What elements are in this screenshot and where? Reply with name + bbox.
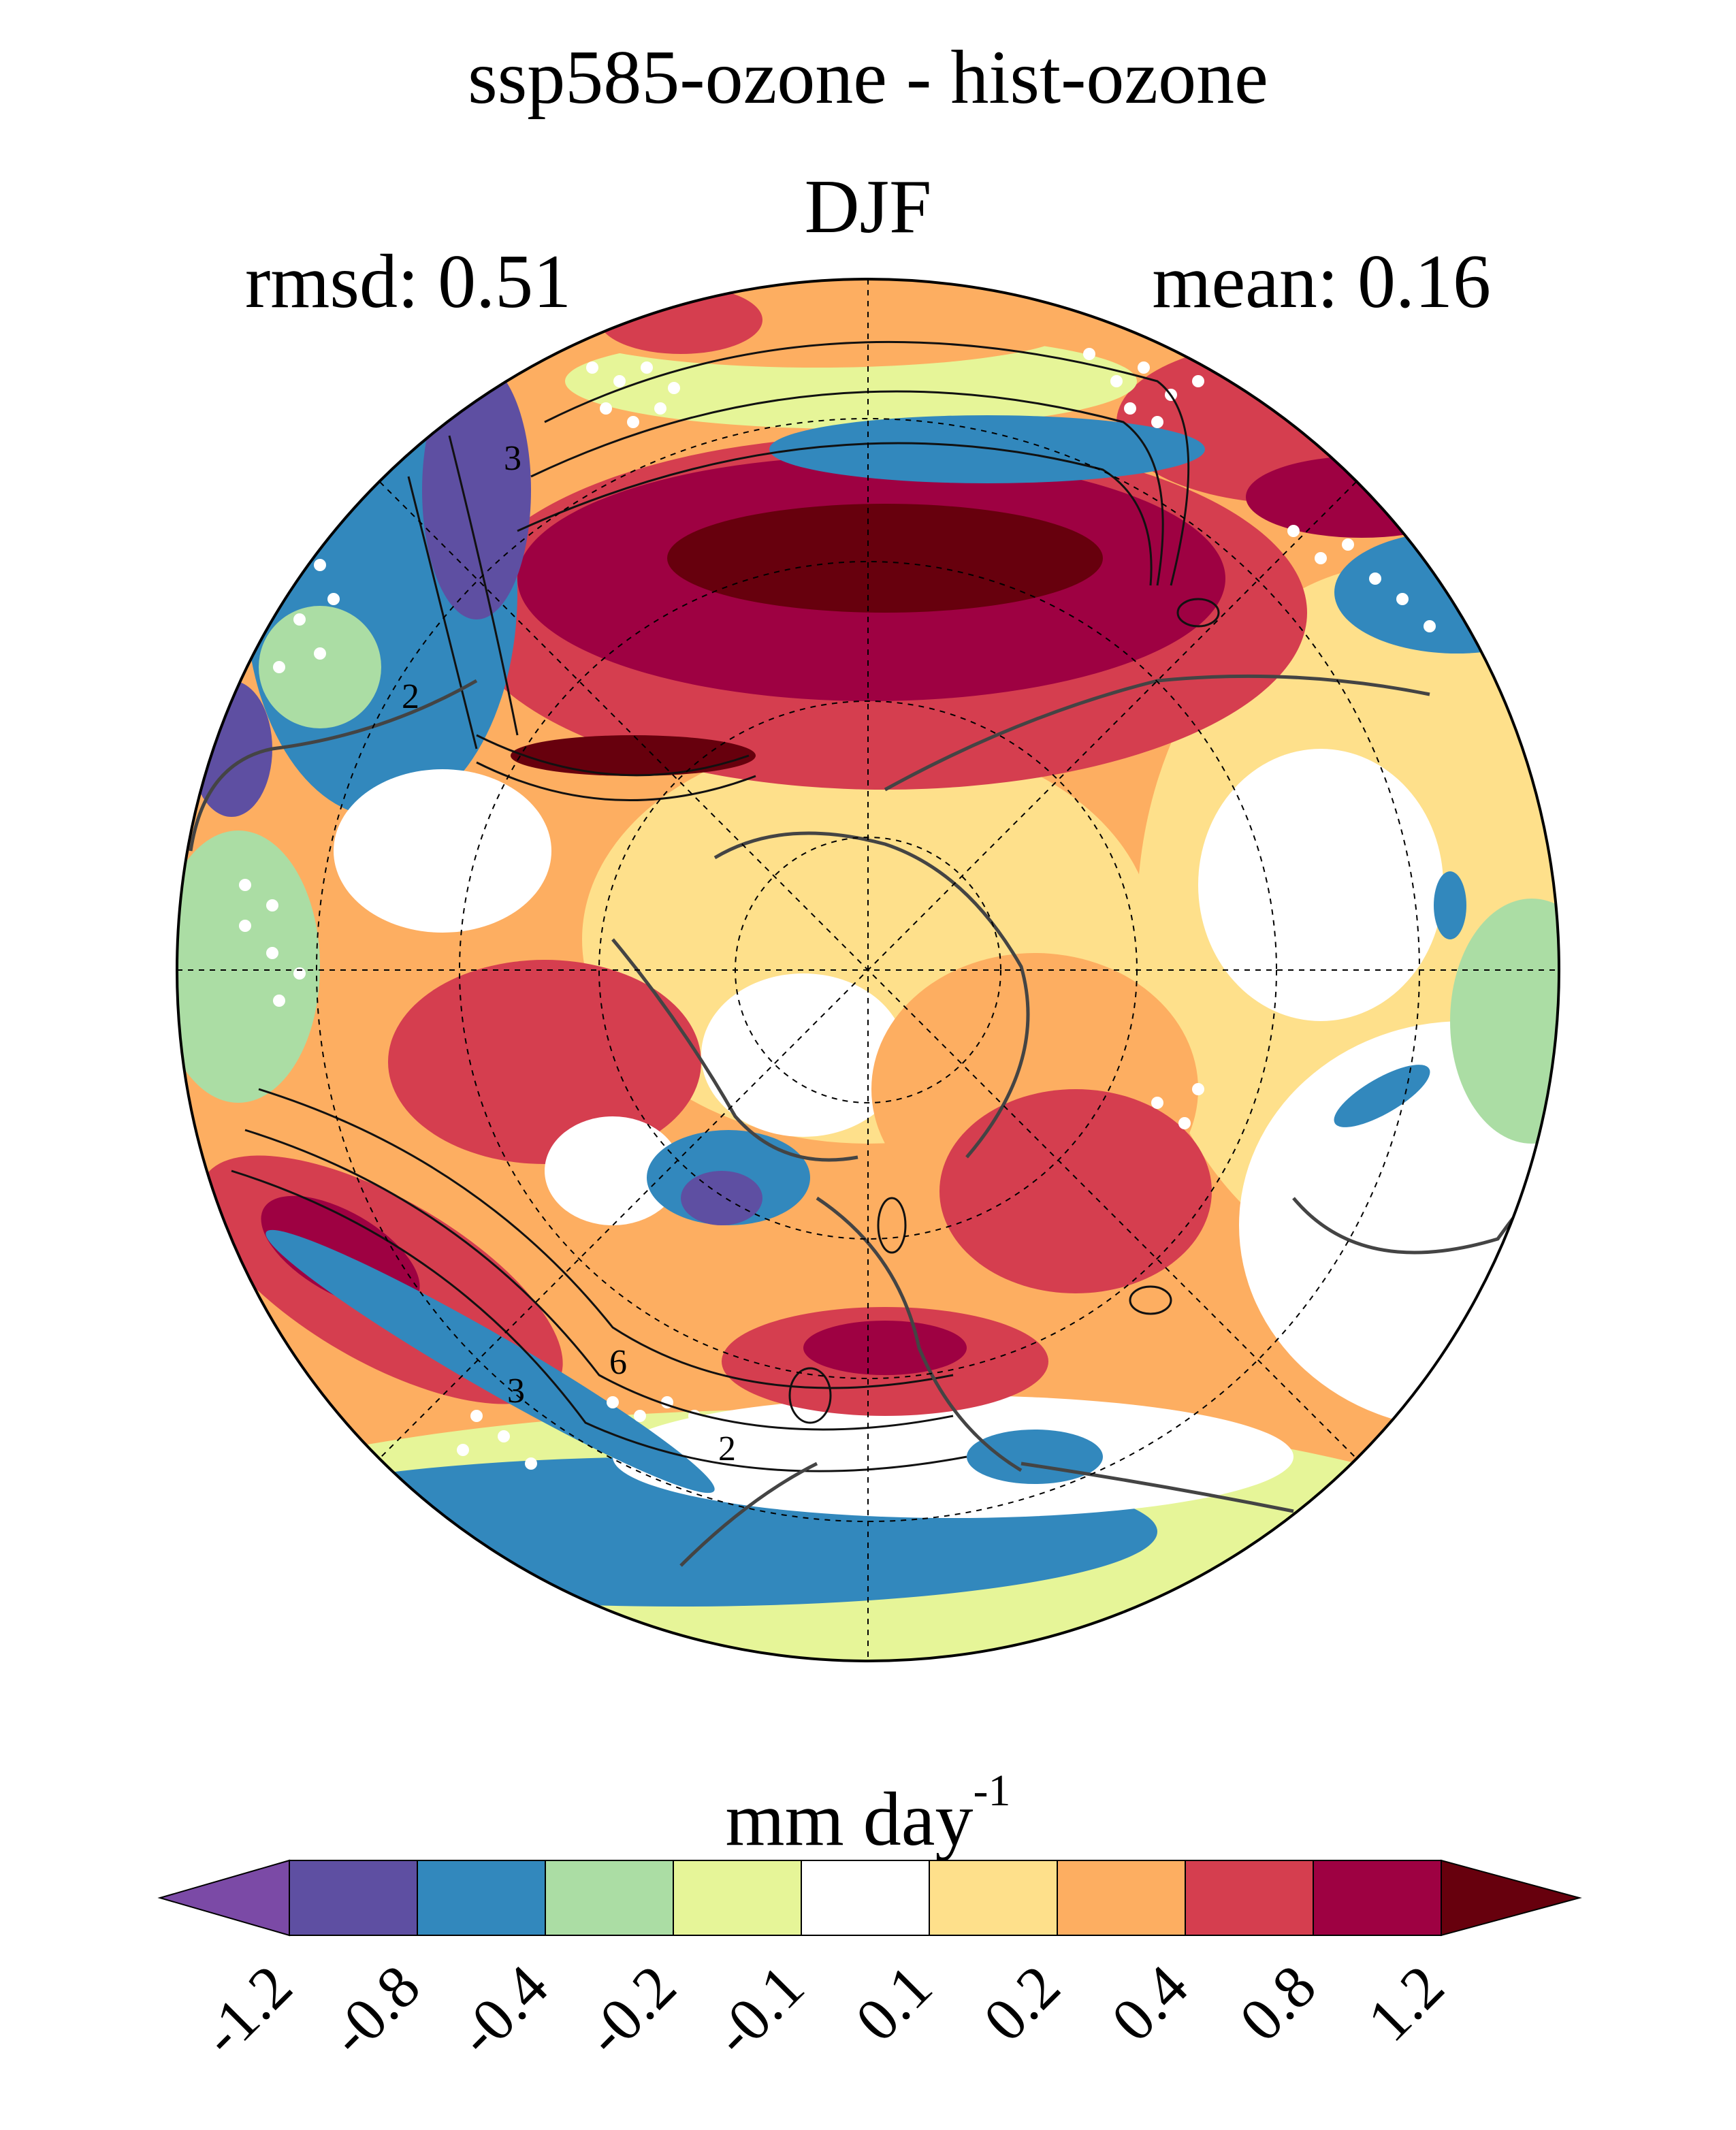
region-southwest-blue — [266, 1229, 715, 1494]
colorbar-tick-label: 0.4 — [1099, 1952, 1201, 2054]
latitude-circle — [459, 561, 1277, 1379]
contour-line — [244, 1129, 954, 1431]
colorbar-tick-label: 0.1 — [843, 1952, 945, 2054]
colorbar-tick-label: 0.2 — [971, 1952, 1073, 2054]
contour-line — [407, 476, 478, 749]
colorbar-cell — [289, 1860, 418, 1936]
region-north-maroon — [667, 504, 1103, 613]
region-east-blue-streak — [1334, 1065, 1430, 1127]
season-label: DJF — [804, 165, 932, 249]
colorbar-cell — [1185, 1860, 1314, 1936]
colorbar-units: mm day-1 — [0, 1769, 1736, 1858]
mean-label: mean: 0.16 — [1152, 240, 1491, 324]
colorbar-high-extension — [1441, 1859, 1582, 1937]
colorbar-cell — [673, 1860, 802, 1936]
map-border — [176, 278, 1560, 1662]
units-main: mm day — [725, 1777, 974, 1862]
colorbar-low-extension — [157, 1859, 290, 1937]
graticule — [177, 279, 1559, 1661]
region-west-white — [334, 769, 551, 933]
contour-ring — [1176, 598, 1220, 628]
region-northwest-maroon — [511, 735, 756, 776]
colorbar-cell — [801, 1860, 930, 1936]
region-center-red — [939, 1089, 1212, 1293]
contour-label: 3 — [507, 1372, 525, 1410]
colorbar-tick-label: 1.2 — [1355, 1952, 1457, 2054]
rmsd-label: rmsd: 0.51 — [245, 240, 572, 324]
coastline — [816, 1196, 1023, 1472]
colorbar-tick-label: -0.8 — [317, 1952, 433, 2069]
region-atlantic-red — [388, 960, 701, 1164]
polar-map: 3 2 6 3 2 — [176, 278, 1560, 1662]
coastline — [611, 938, 858, 1162]
significance-stipple — [239, 348, 1436, 1470]
region-far-west-green — [177, 830, 320, 1103]
region-sw-white — [545, 1116, 681, 1225]
coastline — [713, 831, 1030, 1159]
coastline — [679, 1462, 818, 1567]
contour-line — [231, 1169, 967, 1472]
colorbar-tick-label: -0.4 — [445, 1952, 561, 2069]
contour-ring — [788, 1367, 832, 1424]
contour-label: 3 — [504, 439, 521, 478]
contour-labels: 3 2 6 3 2 — [402, 439, 736, 1468]
region-east-green — [1450, 899, 1559, 1144]
colorbar-cell — [1057, 1860, 1186, 1936]
meridian — [379, 481, 1357, 1459]
contour-line — [544, 340, 1190, 586]
colorbar-cell — [929, 1860, 1058, 1936]
colorbar-tick-label: 0.8 — [1227, 1952, 1329, 2054]
coastline — [189, 679, 478, 852]
contour-line — [517, 442, 1153, 586]
region-east-white — [1198, 749, 1443, 1021]
units-exponent: -1 — [973, 1766, 1011, 1816]
colorbar-tick-label: -0.2 — [573, 1952, 689, 2069]
region-white-band-south — [613, 1395, 1293, 1518]
region-west-green — [259, 606, 381, 728]
contour-line — [476, 734, 750, 777]
contour-line — [530, 390, 1164, 586]
contour-label: 2 — [718, 1430, 736, 1468]
region-pole-white — [701, 973, 905, 1137]
region-west-purple — [422, 361, 531, 619]
colorbar-tick-label: -1.2 — [189, 1952, 305, 2069]
contour-ring — [1129, 1285, 1172, 1315]
region-greenland-purple — [681, 1171, 762, 1225]
contour-line — [448, 435, 519, 736]
region-north-blue-strip — [769, 415, 1205, 483]
coastline — [884, 674, 1430, 792]
contour-line — [476, 761, 756, 802]
contour-label: 6 — [609, 1343, 627, 1382]
region-east-blue-spot — [1434, 871, 1466, 939]
colorbar-tick-label: -0.1 — [701, 1952, 817, 2069]
colorbar-cell — [545, 1860, 674, 1936]
coastline — [1020, 1462, 1294, 1513]
contour-label: 2 — [402, 677, 419, 716]
colorbar-cell — [417, 1860, 546, 1936]
figure-title: ssp585-ozone - hist-ozone — [468, 35, 1268, 120]
colorbar-cell — [1313, 1860, 1442, 1936]
contour-ring — [877, 1197, 907, 1254]
contour-line — [258, 1088, 954, 1389]
contour-lines — [231, 340, 1220, 1472]
